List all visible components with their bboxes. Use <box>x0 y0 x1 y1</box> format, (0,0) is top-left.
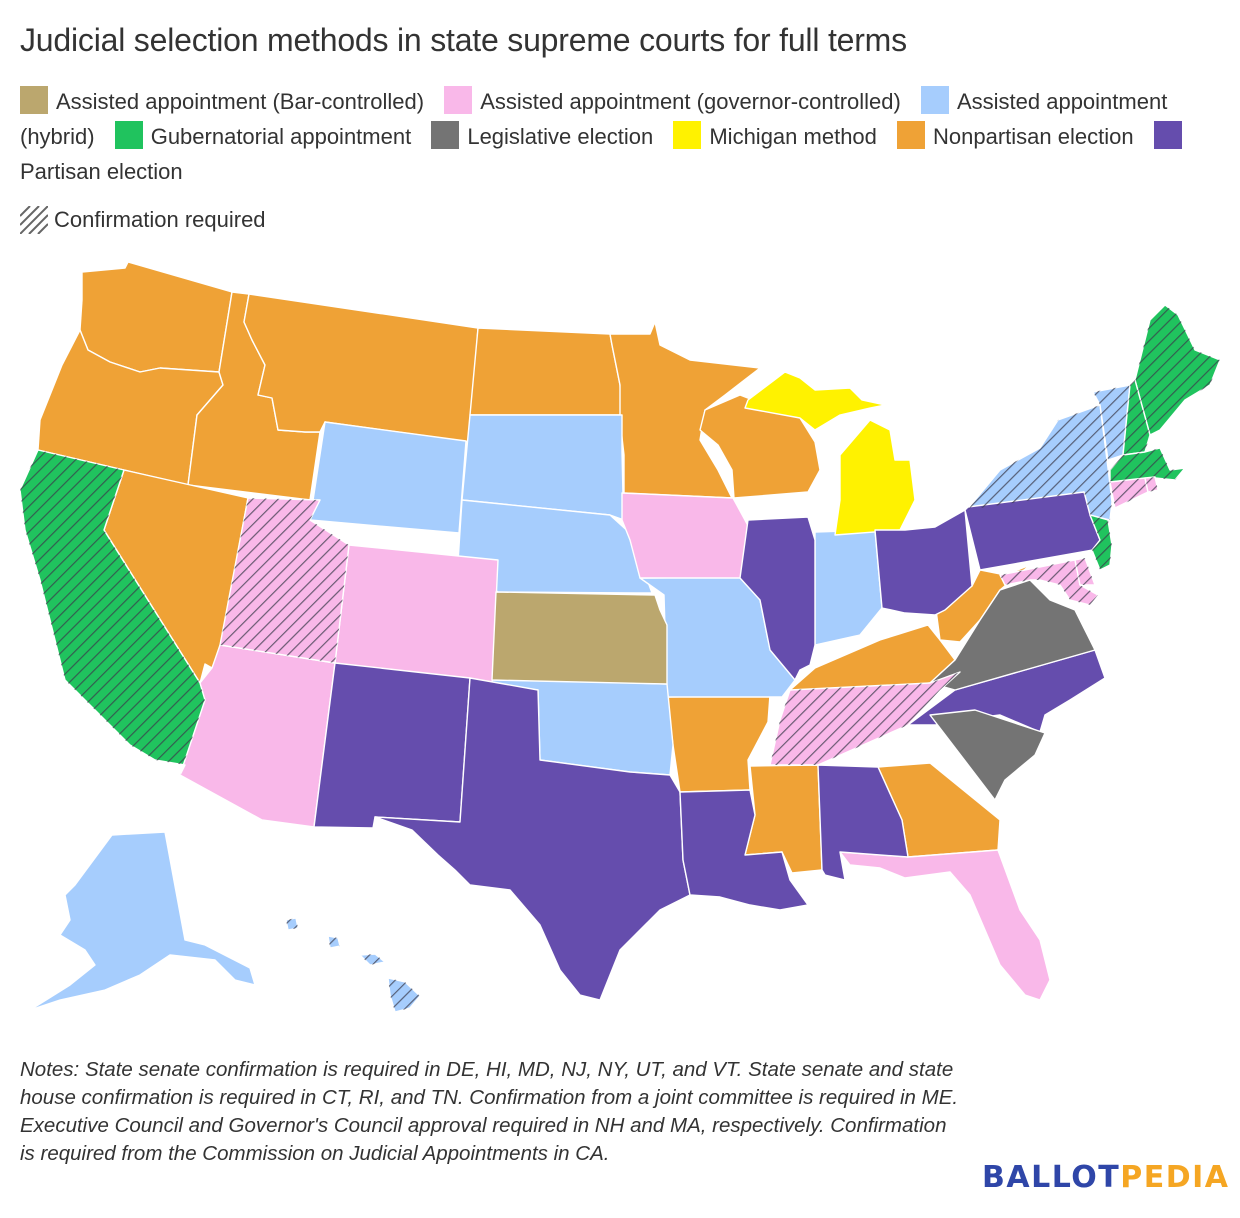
chart-title: Judicial selection methods in state supr… <box>20 22 907 58</box>
state-MT[interactable] <box>243 293 479 443</box>
ballotpedia-logo: BALLOTPEDIA <box>982 1160 1230 1195</box>
state-SC[interactable] <box>929 709 1046 801</box>
state-CO[interactable] <box>334 544 499 687</box>
legend-item-legislative: Legislative election <box>431 121 653 149</box>
state-IL[interactable] <box>739 516 816 681</box>
state-TX[interactable] <box>374 677 691 1001</box>
legend-item-gubernatorial: Gubernatorial appointment <box>114 121 411 149</box>
us-map <box>0 250 1240 1040</box>
state-IN[interactable] <box>814 529 883 646</box>
state-ND[interactable] <box>469 327 623 416</box>
swatch-michigan <box>673 121 702 149</box>
state-NM[interactable] <box>313 662 471 829</box>
legend-item-governor-controlled: Assisted appointment (governor-controlle… <box>444 86 901 114</box>
state-LA[interactable] <box>679 789 809 911</box>
legend: Assisted appointment (Bar-controlled) As… <box>20 84 1220 189</box>
state-AK[interactable] <box>29 831 256 1011</box>
legend-item-nonpartisan: Nonpartisan election <box>897 121 1134 149</box>
state-AR[interactable] <box>666 694 771 793</box>
state-WY[interactable] <box>309 421 467 534</box>
legend-item-michigan: Michigan method <box>673 121 877 149</box>
state-IA[interactable] <box>621 492 759 579</box>
state-MI[interactable] <box>744 371 916 536</box>
legend-item-confirmation: Confirmation required <box>20 206 266 234</box>
swatch-gubernatorial <box>114 121 143 149</box>
hatch-icon <box>20 206 48 234</box>
swatch-hybrid <box>920 86 949 114</box>
state-FL[interactable] <box>839 849 1051 1001</box>
state-WA[interactable] <box>79 261 233 373</box>
legend-item-hybrid: Assisted appointment (hybrid) <box>20 86 1167 149</box>
swatch-nonpartisan <box>897 121 926 149</box>
state-OH[interactable] <box>874 509 973 616</box>
state-KS[interactable] <box>491 591 668 685</box>
legend-item-bar-controlled: Assisted appointment (Bar-controlled) <box>20 86 424 114</box>
swatch-governor-controlled <box>444 86 473 114</box>
swatch-bar-controlled <box>20 86 48 114</box>
swatch-legislative <box>431 121 460 149</box>
swatch-partisan <box>1153 121 1182 149</box>
state-MN[interactable] <box>609 321 761 499</box>
state-AL[interactable] <box>817 764 909 881</box>
notes: Notes: State senate confirmation is requ… <box>20 1058 959 1165</box>
legend-item-partisan: Partisan election <box>20 121 1190 184</box>
state-VA[interactable] <box>929 579 1096 691</box>
confirmation-required-states <box>19 304 1221 1012</box>
